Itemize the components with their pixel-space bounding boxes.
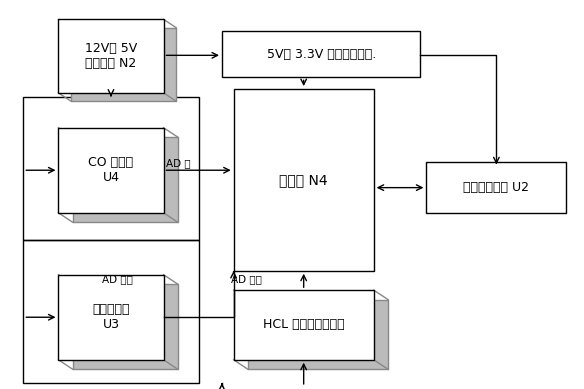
Bar — [234, 89, 374, 271]
Bar — [71, 28, 176, 102]
Bar — [222, 31, 420, 77]
Bar — [23, 240, 199, 383]
Bar — [58, 19, 164, 93]
Text: AD 转换: AD 转换 — [231, 274, 262, 284]
Bar — [73, 284, 178, 370]
Text: CO 传感器
U4: CO 传感器 U4 — [88, 156, 134, 184]
Text: AD 转: AD 转 — [166, 158, 191, 168]
Text: HCL 传感器外围电路: HCL 传感器外围电路 — [263, 319, 345, 331]
Text: 12V转 5V
电源模块 N2: 12V转 5V 电源模块 N2 — [85, 42, 137, 70]
Bar — [248, 300, 388, 370]
Text: 单片机 N4: 单片机 N4 — [279, 173, 328, 187]
Bar — [73, 137, 178, 223]
Text: 5V转 3.3V 电源转换电路.: 5V转 3.3V 电源转换电路. — [266, 48, 376, 61]
Bar — [58, 275, 164, 360]
Text: 无线通信模块 U2: 无线通信模块 U2 — [463, 181, 530, 194]
Bar — [426, 163, 566, 213]
Bar — [58, 128, 164, 213]
Text: AD 转换: AD 转换 — [102, 274, 133, 284]
Text: 烟雾传感器
U3: 烟雾传感器 U3 — [92, 303, 130, 331]
Bar — [23, 97, 199, 240]
Bar — [234, 290, 374, 360]
